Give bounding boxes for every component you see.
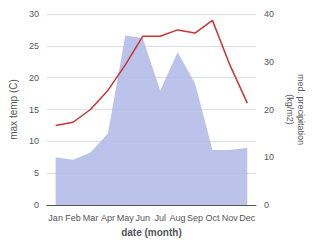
svg-text:Aug: Aug bbox=[170, 213, 186, 223]
svg-text:Jul: Jul bbox=[154, 213, 166, 223]
svg-text:25: 25 bbox=[29, 41, 39, 51]
svg-text:30: 30 bbox=[264, 57, 274, 67]
svg-text:Oct: Oct bbox=[205, 213, 220, 223]
svg-text:(kg/m2): (kg/m2) bbox=[285, 94, 295, 125]
svg-text:5: 5 bbox=[34, 168, 39, 178]
svg-text:Jun: Jun bbox=[135, 213, 150, 223]
svg-text:max temp (C): max temp (C) bbox=[8, 79, 19, 140]
svg-text:10: 10 bbox=[264, 152, 274, 162]
svg-text:Sep: Sep bbox=[187, 213, 203, 223]
svg-text:40: 40 bbox=[264, 9, 274, 19]
svg-text:May: May bbox=[117, 213, 135, 223]
svg-text:Mar: Mar bbox=[83, 213, 99, 223]
svg-text:20: 20 bbox=[29, 73, 39, 83]
svg-text:Dec: Dec bbox=[239, 213, 256, 223]
svg-text:0: 0 bbox=[34, 200, 39, 210]
svg-text:Jan: Jan bbox=[48, 213, 63, 223]
svg-text:date (month): date (month) bbox=[121, 227, 182, 238]
svg-text:med. precipitation: med. precipitation bbox=[296, 74, 306, 145]
svg-text:30: 30 bbox=[29, 9, 39, 19]
svg-text:15: 15 bbox=[29, 105, 39, 115]
svg-text:Feb: Feb bbox=[65, 213, 81, 223]
svg-text:20: 20 bbox=[264, 105, 274, 115]
svg-text:Nov: Nov bbox=[222, 213, 239, 223]
svg-text:Apr: Apr bbox=[101, 213, 115, 223]
svg-text:0: 0 bbox=[264, 200, 269, 210]
svg-text:10: 10 bbox=[29, 136, 39, 146]
